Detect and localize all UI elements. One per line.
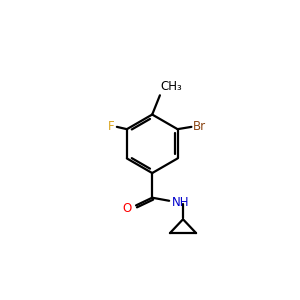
Text: CH₃: CH₃ <box>161 80 182 93</box>
Text: O: O <box>122 202 131 215</box>
Text: NH: NH <box>172 196 190 209</box>
Text: F: F <box>108 120 115 134</box>
Text: Br: Br <box>193 120 206 134</box>
